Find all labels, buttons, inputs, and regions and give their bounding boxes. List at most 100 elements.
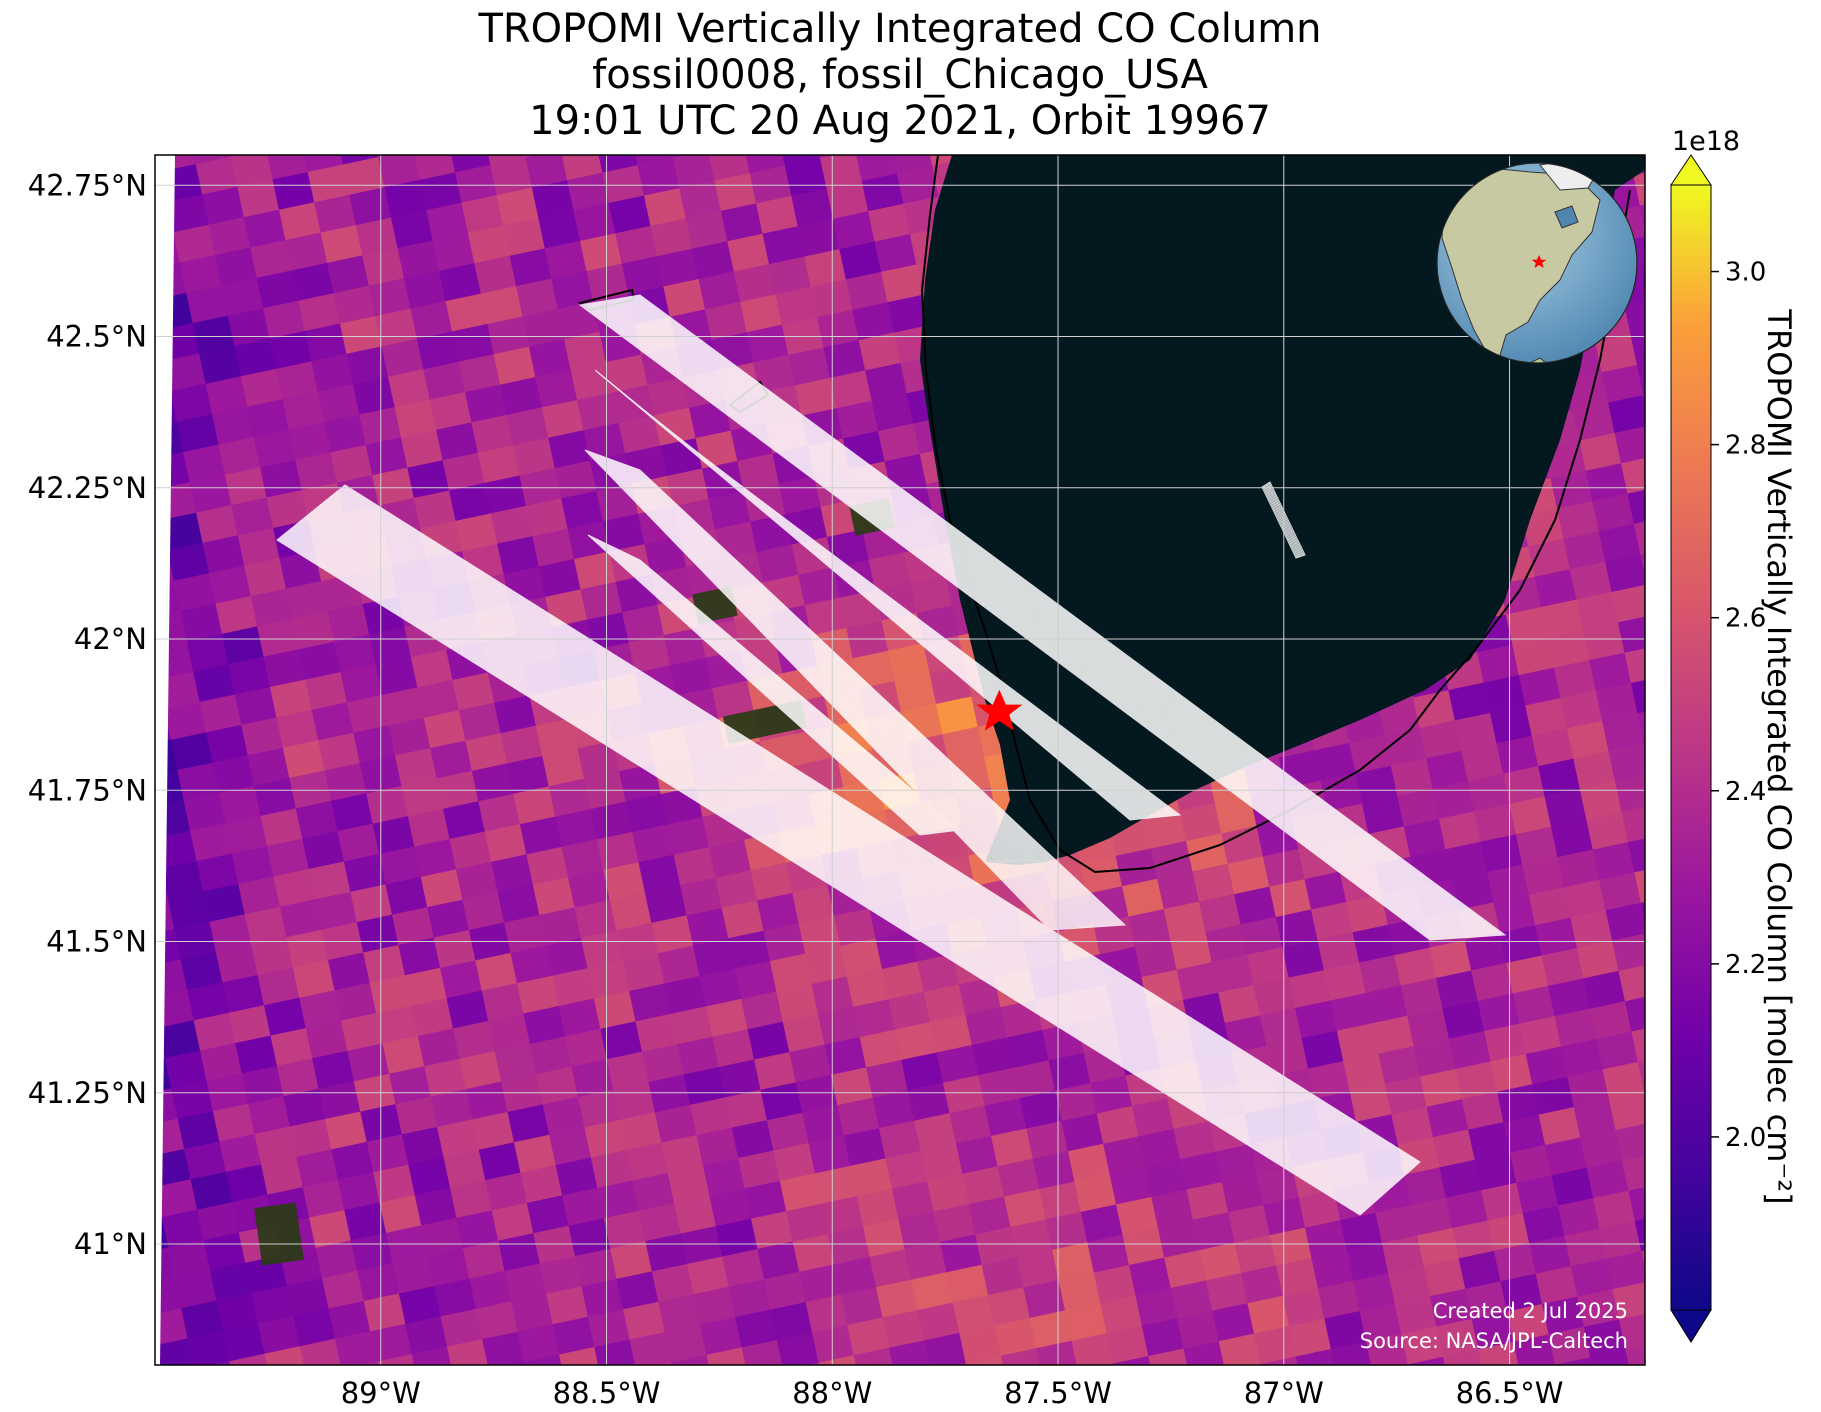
co-pixel	[205, 724, 249, 764]
co-pixel	[84, 846, 126, 885]
co-pixel	[1266, 1038, 1309, 1077]
co-pixel	[1010, 1219, 1053, 1258]
co-pixel	[1541, 947, 1584, 987]
co-pixel	[1304, 1220, 1348, 1259]
target-star-marker[interactable]	[976, 689, 1023, 731]
co-pixel	[1499, 925, 1543, 964]
co-pixel	[369, 975, 413, 1014]
co-pixel	[788, 347, 831, 386]
co-pixel	[1595, 682, 1639, 722]
co-pixel	[709, 1188, 752, 1227]
co-pixel	[519, 816, 563, 855]
co-pixel	[1179, 106, 1221, 145]
co-pixel	[1304, 871, 1347, 911]
co-pixel	[1246, 947, 1290, 986]
co-pixel	[1585, 463, 1629, 502]
co-pixel	[235, 1035, 278, 1074]
co-pixel	[1128, 908, 1171, 948]
co-pixel	[279, 899, 323, 938]
co-pixel	[1512, 985, 1556, 1025]
co-pixel	[200, 1391, 242, 1412]
co-pixel	[1605, 554, 1645, 593]
co-pixel	[1093, 1264, 1137, 1304]
co-pixel	[1039, 1181, 1082, 1221]
co-pixel	[1282, 1288, 1326, 1327]
co-pixel	[763, 923, 806, 962]
co-pixel	[1551, 819, 1594, 858]
co-pixel	[472, 1111, 515, 1151]
co-pixel	[1429, 1288, 1473, 1328]
co-pixel	[1597, 1380, 1639, 1412]
co-pixel	[602, 165, 645, 204]
co-pixel	[570, 362, 613, 401]
co-pixel	[714, 172, 757, 212]
co-pixel	[381, 338, 424, 378]
co-pixel	[586, 612, 630, 651]
co-pixel	[555, 1157, 598, 1197]
co-pixel	[455, 513, 498, 552]
co-pixel	[493, 346, 537, 386]
latitude-tick-label: 41.5°N	[46, 925, 147, 959]
co-pixel	[622, 953, 665, 992]
co-pixel	[322, 1270, 365, 1310]
co-pixel	[936, 696, 979, 735]
co-pixel	[1255, 155, 1298, 160]
co-pixel	[433, 929, 476, 969]
co-pixel	[449, 1179, 493, 1219]
co-pixel	[238, 876, 281, 915]
co-pixel	[725, 1089, 768, 1129]
co-pixel	[531, 180, 575, 219]
co-pixel	[388, 717, 431, 757]
co-pixel	[1413, 689, 1456, 729]
co-pixel	[958, 976, 1002, 1016]
co-pixel	[881, 264, 924, 303]
co-pixel	[270, 1027, 313, 1067]
co-pixel	[1407, 1008, 1450, 1047]
co-pixel	[324, 414, 367, 453]
map-panel[interactable]: Created 2 Jul 2025 Source: NASA/JPL-Calt…	[81, 81, 1722, 1412]
co-pixel	[606, 1051, 650, 1091]
co-pixel	[318, 732, 361, 772]
co-pixel	[446, 990, 489, 1030]
co-pixel	[612, 384, 655, 424]
co-pixel	[1445, 1190, 1489, 1229]
co-pixel	[621, 256, 665, 295]
latitude-tick-label: 42.25°N	[28, 471, 147, 505]
co-pixel	[546, 1286, 589, 1325]
co-pixel	[248, 1096, 291, 1135]
co-pixel	[842, 82, 884, 121]
co-pixel	[1221, 825, 1264, 865]
co-pixel	[946, 1264, 989, 1304]
co-pixel	[823, 339, 866, 379]
co-pixel	[770, 1302, 813, 1341]
co-pixel	[571, 1059, 614, 1098]
co-pixel	[495, 1392, 537, 1412]
co-pixel	[1432, 1129, 1476, 1168]
co-pixel	[222, 974, 265, 1014]
co-pixel	[442, 452, 485, 492]
co-pixel	[337, 1172, 381, 1211]
co-pixel	[949, 1105, 992, 1145]
co-pixel	[355, 217, 399, 257]
co-pixel	[1529, 1235, 1572, 1275]
co-pixel	[715, 1218, 759, 1258]
co-pixel	[850, 1158, 893, 1197]
co-pixel	[805, 946, 848, 985]
co-pixel	[250, 588, 294, 627]
co-pixel	[363, 944, 406, 984]
co-pixel	[1426, 750, 1469, 790]
co-pixel	[318, 1081, 361, 1120]
co-pixel	[193, 664, 236, 703]
co-pixel	[1560, 1038, 1604, 1078]
co-pixel	[535, 369, 578, 409]
co-pixel	[382, 687, 425, 726]
co-pixel	[1423, 1258, 1466, 1297]
co-pixel	[192, 315, 236, 355]
co-pixel	[1487, 864, 1530, 903]
co-pixel	[167, 891, 211, 930]
co-pixel	[507, 1104, 550, 1143]
longitude-tick-label: 88°W	[792, 1376, 872, 1410]
co-pixel	[990, 83, 1032, 122]
co-pixel	[330, 96, 372, 135]
